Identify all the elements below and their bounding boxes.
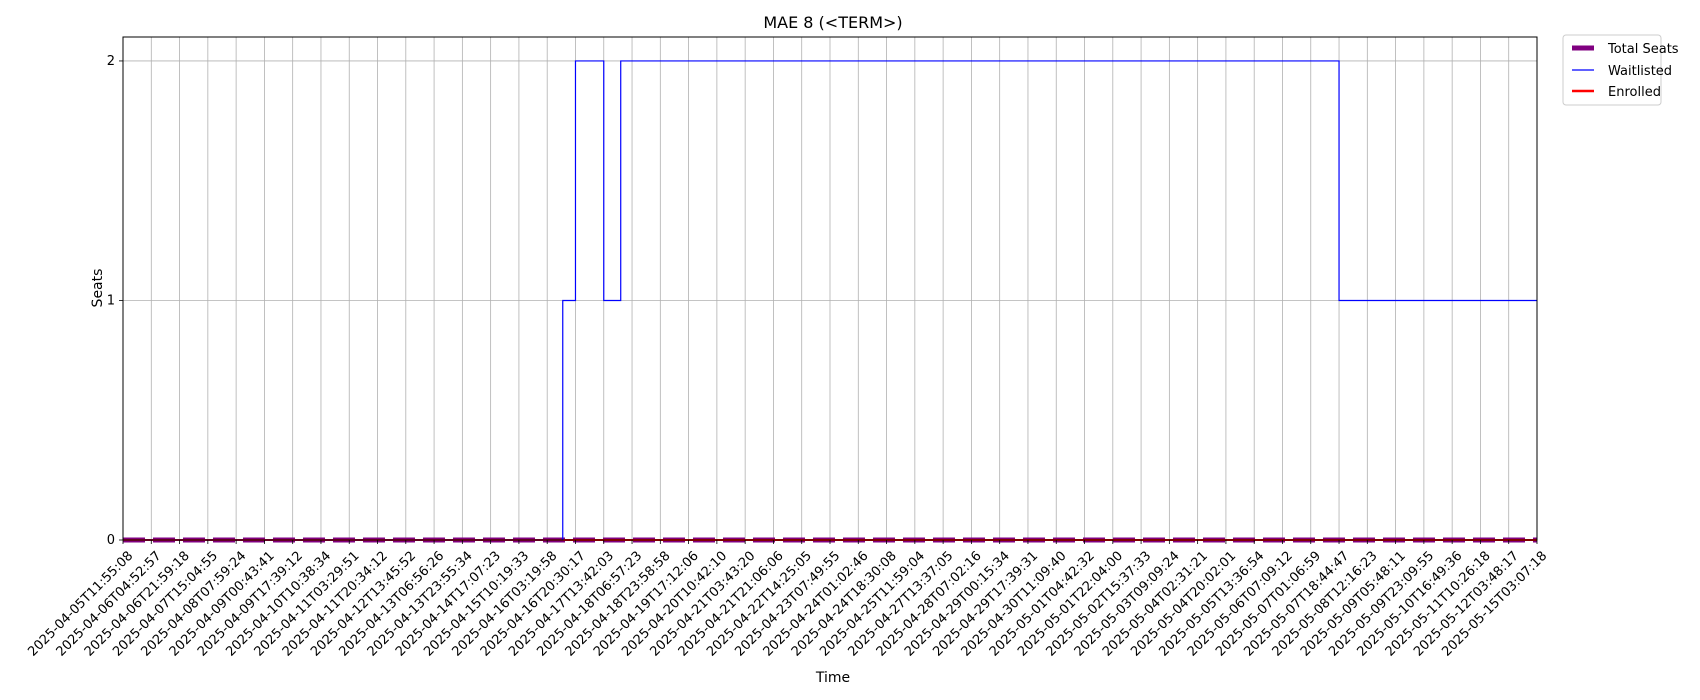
legend-label-waitlisted: Waitlisted [1608, 64, 1672, 79]
legend-label-total-seats: Total Seats [1607, 42, 1679, 57]
y-axis-title: Seats [90, 269, 106, 308]
legend-frame [1562, 34, 1662, 106]
legend-label-enrolled: Enrolled [1608, 85, 1661, 100]
legend: Total Seats Waitlisted Enrolled [1562, 34, 1679, 106]
x-axis: 2025-04-05T11:55:082025-04-06T04:52:5720… [25, 540, 1550, 660]
y-tick-label: 0 [107, 533, 115, 548]
y-tick-label: 1 [107, 293, 115, 308]
y-tick-label: 2 [107, 54, 115, 69]
x-axis-title: Time [815, 670, 850, 686]
grid [122, 37, 1538, 541]
chart-title: MAE 8 (<TERM>) [763, 13, 902, 32]
y-axis: 0 1 2 [107, 54, 123, 548]
